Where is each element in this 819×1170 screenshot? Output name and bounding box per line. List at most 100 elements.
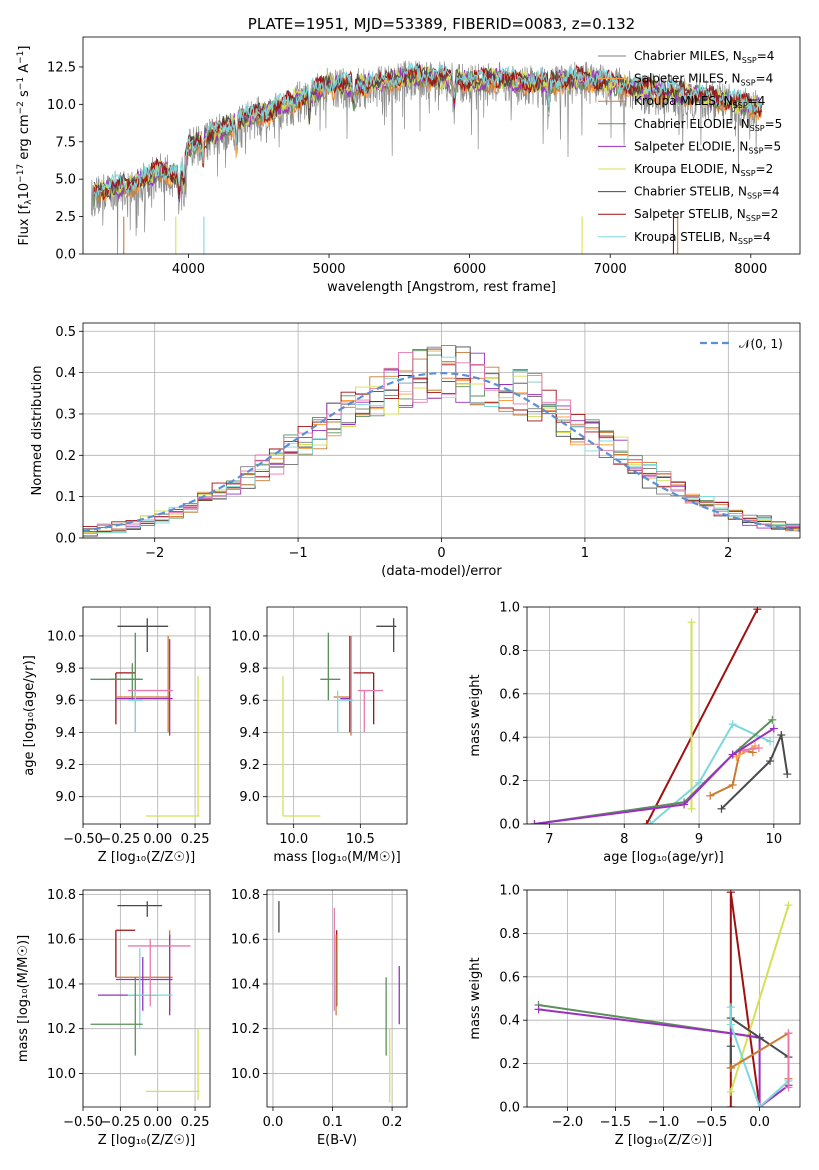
spectrum-title: PLATE=1951, MJD=53389, FIBERID=0083, z=0… [248, 15, 635, 33]
x-tick-label: 10.0 [279, 832, 308, 847]
legend-entry: 𝒩(0, 1) [739, 337, 783, 351]
y-tick-label: 9.4 [55, 726, 76, 741]
data-point [755, 1033, 764, 1042]
y-tick-label: 0.4 [499, 731, 520, 746]
y-axis-label-part: −1 [16, 51, 26, 64]
y-tick-label: 0.0 [55, 248, 76, 263]
data-point [706, 791, 715, 800]
y-tick-label: 9.0 [55, 790, 76, 805]
errorbar-point [337, 690, 354, 733]
legend-entry-main: Chabrier STELIB, N [634, 185, 747, 199]
errorbar-point [115, 930, 173, 1011]
legend-entry-sub: SSP [748, 146, 763, 155]
x-tick-label: 8 [620, 832, 628, 847]
y-tick-label: 0.2 [55, 449, 76, 464]
y-tick-label: 10.2 [47, 1022, 76, 1037]
legend-entry-tail: =4 [756, 72, 774, 86]
panel-spectrum: 4000 5000 6000 7000 8000 0.0 2.5 5.0 7.5 10.0 12.5… [16, 15, 801, 295]
y-tick-label: 9.8 [55, 662, 76, 677]
legend-entry: Salpeter ELODIE, NSSP=5 [634, 139, 781, 155]
y-axis-label-part: ] [17, 46, 32, 51]
x-tick-label: 0 [437, 546, 445, 561]
x-tick-label: −1.0 [648, 1115, 680, 1130]
data-point [753, 607, 762, 614]
y-tick-label: 0.2 [499, 774, 520, 789]
y-tick-label: 0.4 [499, 1014, 520, 1029]
y-axis-label-part: 10 [17, 183, 32, 200]
x-tick-label: 0.00 [143, 1115, 172, 1130]
histogram-series-9 [83, 352, 800, 532]
data-point [766, 737, 775, 746]
grid [82, 607, 210, 824]
legend-entry-sub: SSP [738, 237, 753, 246]
y-tick-label: 9.8 [239, 662, 260, 677]
normal-curve [83, 371, 800, 532]
y-tick-label: 10.6 [47, 933, 76, 948]
data-point [680, 800, 689, 809]
x-tick-label: −2 [145, 546, 164, 561]
data-point [755, 1103, 764, 1107]
errorbar-point [115, 934, 173, 1016]
legend-entry: Chabrier STELIB, NSSP=4 [634, 185, 780, 201]
x-tick-label: 0.1 [322, 1115, 343, 1130]
axes-frame [266, 889, 408, 1108]
x-axis-label: mass [log₁₀(M/M☉)] [273, 850, 400, 865]
axes-frame [82, 322, 801, 539]
data-point [754, 744, 763, 753]
data-point [646, 820, 655, 824]
spectrum-series-8 [93, 62, 762, 199]
legend-entry-sub: SSP [742, 56, 757, 65]
data-point [726, 1042, 735, 1051]
x-tick-label: 0.0 [263, 1115, 284, 1130]
data-point [766, 757, 775, 766]
data-point [768, 715, 777, 724]
legend-entry-tail: =2 [761, 207, 779, 221]
plot-area [90, 618, 200, 817]
y-tick-label: 0.3 [55, 407, 76, 422]
y-tick-label: 10.4 [231, 977, 260, 992]
errorbar-point [320, 632, 341, 701]
data-point [695, 778, 704, 787]
legend-entry-main: Chabrier ELODIE, N [634, 117, 750, 131]
legend-entry-sub: SSP [750, 124, 765, 133]
data-point [726, 1103, 735, 1107]
y-axis-label-part: −17 [16, 164, 26, 183]
y-axis-label: age [log₁₀(age/yr)] [22, 655, 37, 776]
x-tick-label: −0.5 [696, 1115, 728, 1130]
x-tick-label: 7000 [594, 262, 627, 277]
x-tick-label: 2 [724, 546, 732, 561]
panel-mass-vs-EBV: 0.0 0.1 0.2 10.0 10.2 10.4 10.6 10.8 E(B-V) [231, 888, 408, 1148]
panel-mass-weight-vs-Z: −2.0 −1.5 −1.0 −0.5 0.0 0.0 0.2 0.4 0.6 0.8 1.0 Z [… [468, 884, 801, 1148]
y-tick-label: 0.0 [55, 532, 76, 547]
x-tick-label: 0.0 [749, 1115, 770, 1130]
x-axis-label: (data-model)/error [381, 564, 502, 579]
y-axis-label: Flux [fλ10−17 erg cm−2 s−1 A−1] [16, 46, 34, 246]
x-axis-label: E(B-V) [317, 1133, 357, 1148]
legend-entry-main: Kroupa ELODIE, N [634, 162, 741, 176]
x-tick-label: 8000 [734, 262, 767, 277]
legend-entry-sub: SSP [741, 169, 756, 178]
x-tick-label: −0.25 [100, 832, 140, 847]
data-point [784, 901, 793, 910]
y-tick-label: 0.5 [55, 325, 76, 340]
x-tick-label: −2.0 [552, 1115, 584, 1130]
data-point [726, 1003, 735, 1012]
spectrum-series-5 [93, 65, 762, 198]
legend-entry: Salpeter STELIB, NSSP=2 [634, 207, 778, 223]
data-point [530, 820, 539, 824]
y-tick-label: 0.1 [55, 490, 76, 505]
mass-weight-series-8 [534, 727, 775, 824]
y-tick-label: 10.6 [231, 933, 260, 948]
errorbar-point [127, 939, 191, 1007]
errorbar-point [115, 929, 136, 978]
errorbar-point [127, 690, 143, 733]
legend-entry: Chabrier ELODIE, NSSP=5 [634, 117, 782, 133]
legend-entry-main: Salpeter MILES, N [634, 72, 741, 86]
y-tick-label: 10.8 [47, 888, 76, 903]
x-axis-label: age [log₁₀(age/yr)] [603, 850, 724, 865]
errorbar-point [353, 672, 375, 725]
panel-age-vs-mass: 10.0 10.5 9.0 9.2 9.4 9.6 9.8 10.0 mass [log₁₀(M… [231, 606, 408, 865]
axes-frame [266, 606, 408, 825]
panel-mass-vs-Z: −0.50−0.25 0.00 0.25 10.0 10.2 10.4 10.6 10.8 Z … [16, 888, 211, 1148]
